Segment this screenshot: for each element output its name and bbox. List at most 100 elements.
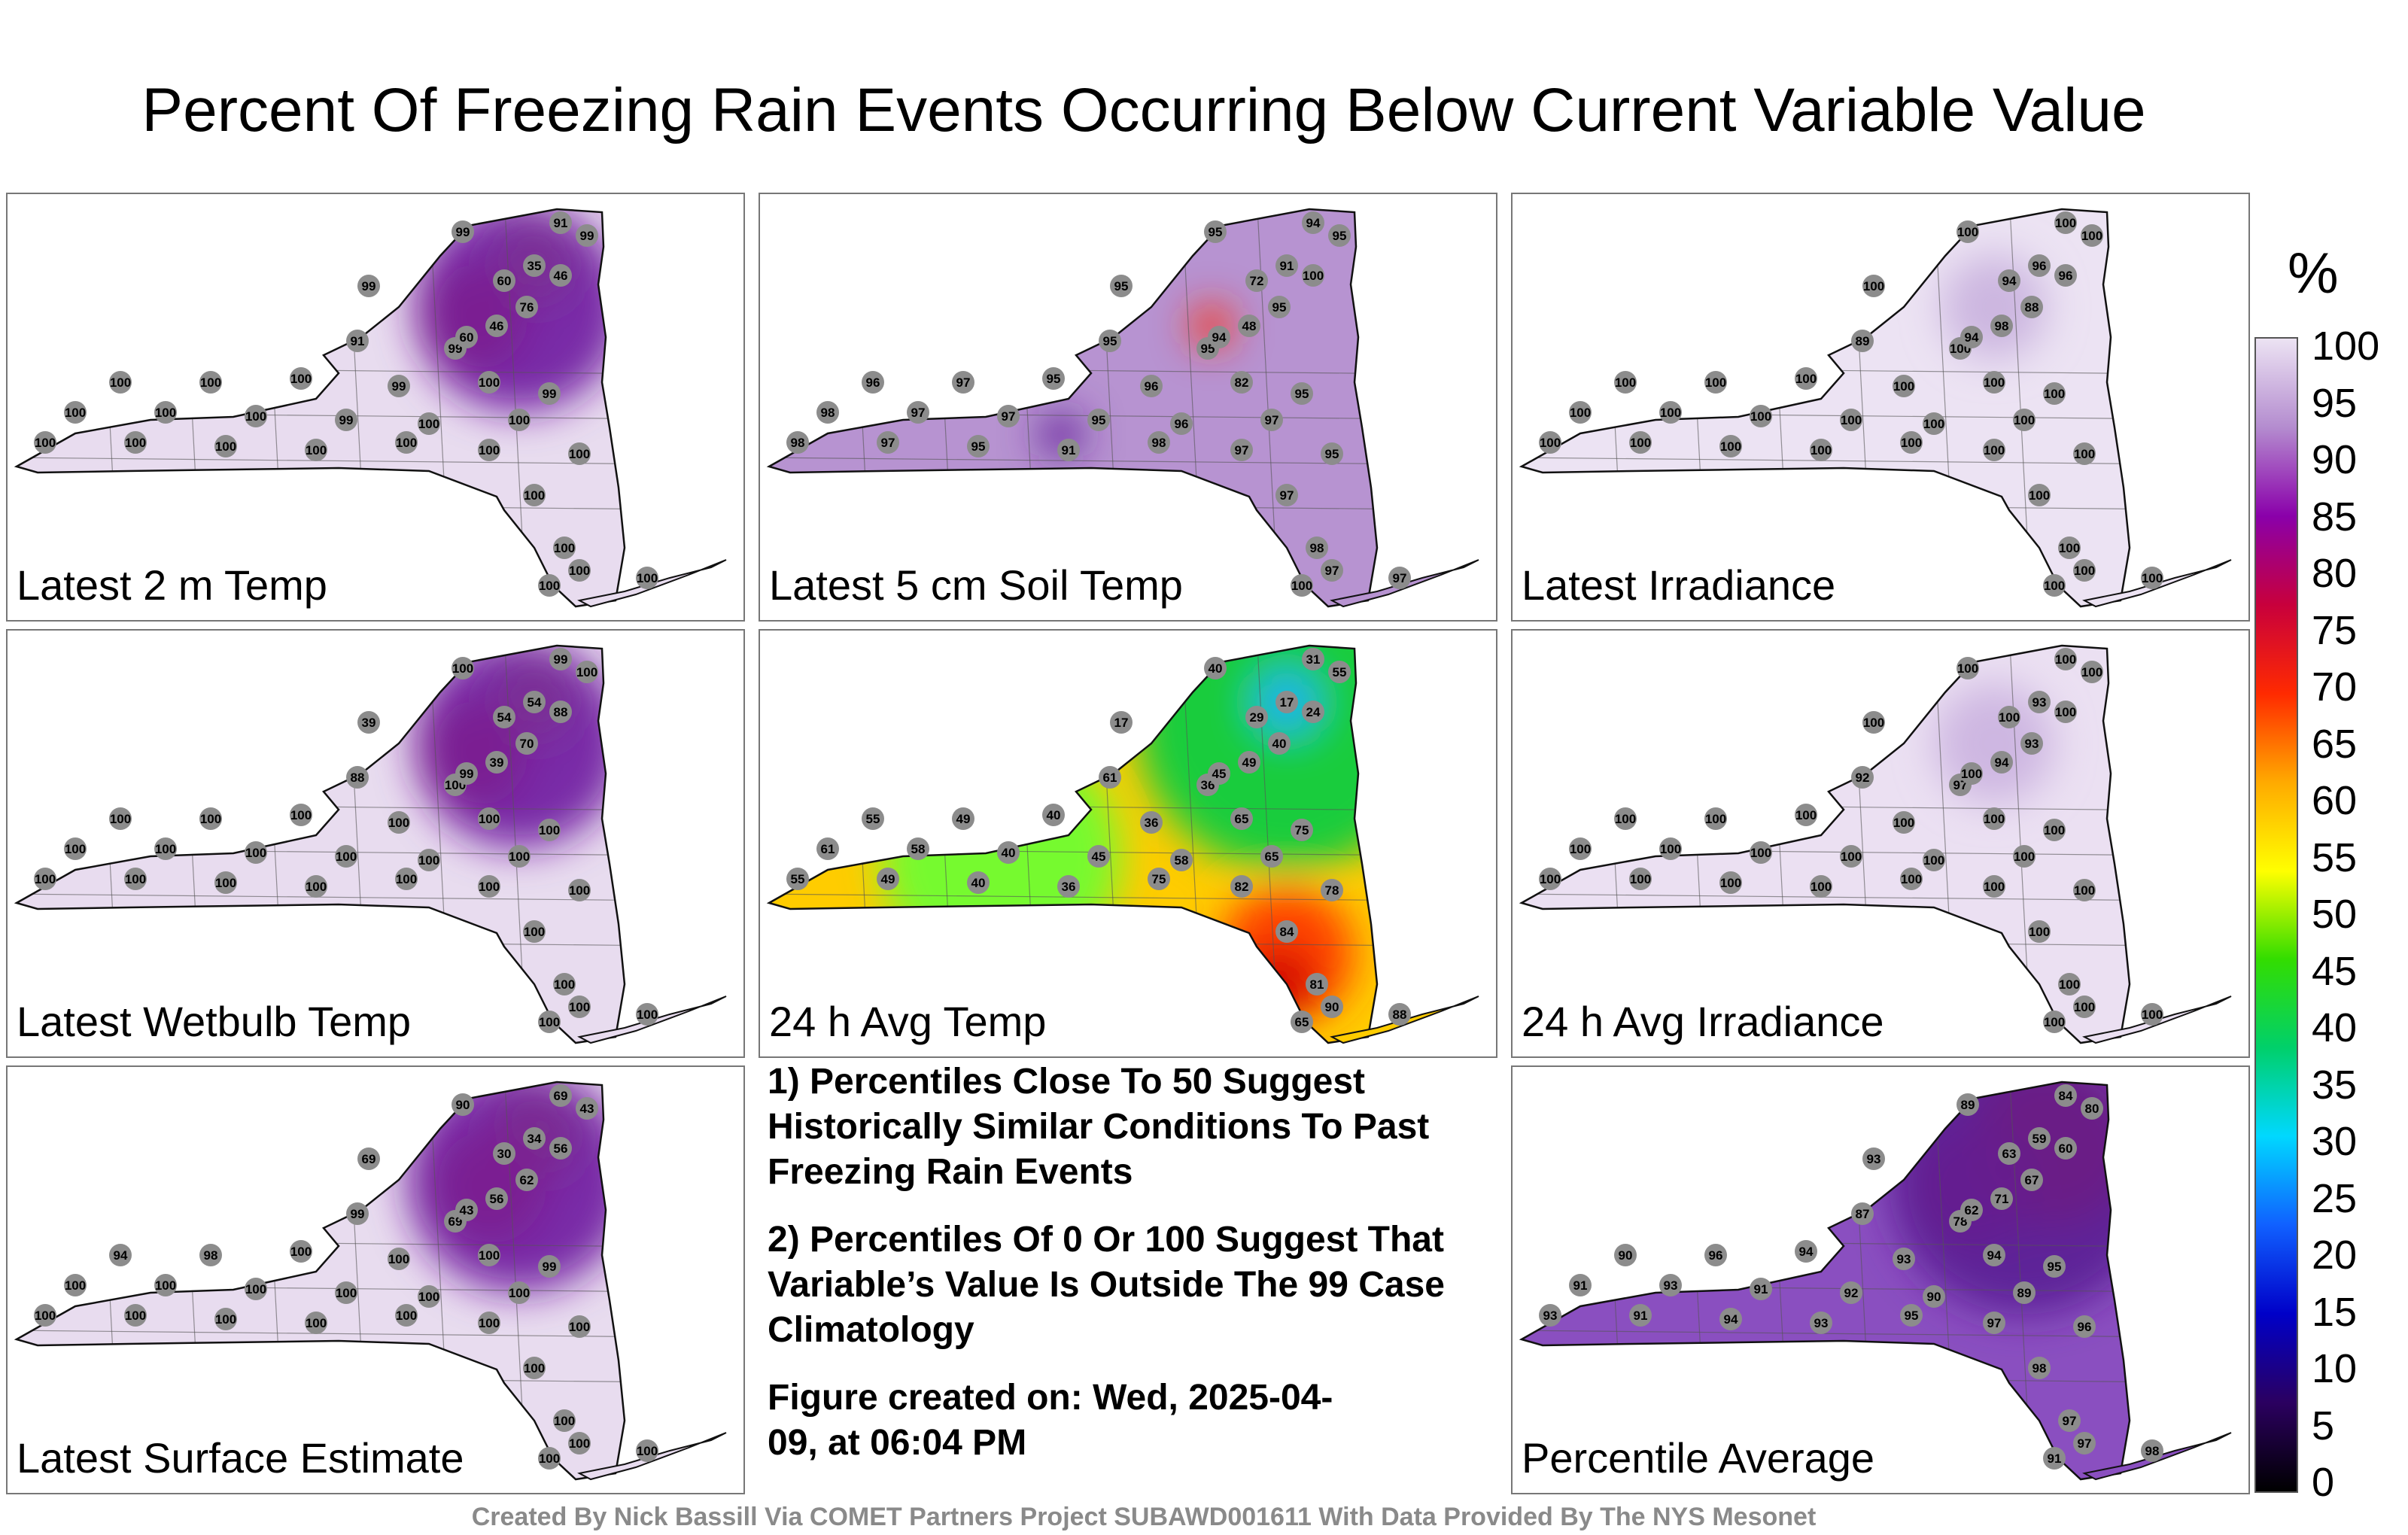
station-marker [952,807,974,830]
station-value: 100 [2074,1000,2095,1014]
station-marker [1956,1093,1979,1116]
station-value: 61 [821,842,835,856]
station-marker [1810,1312,1832,1334]
station-value: 29 [1250,710,1264,725]
station-value: 17 [1114,716,1129,730]
station-marker [1810,439,1832,461]
station-marker [952,371,974,394]
station-marker [1704,371,1727,394]
station-marker [2081,661,2103,683]
station-value: 99 [543,387,557,401]
station-marker [538,1447,561,1470]
station-marker [1230,807,1253,830]
station-value: 97 [1987,1316,2002,1330]
station-value: 100 [637,571,658,585]
station-value: 100 [1795,372,1817,386]
station-marker [576,661,598,683]
map-fill [769,209,1377,606]
map-panel: 90 69 43 69 34 56 30 62 56 69 43 99 94 98 100 100 100 99 1… [6,1065,745,1494]
station-marker [508,1281,531,1304]
station-marker [1328,661,1351,683]
figure-title: Percent Of Freezing Rain Events Occurrin… [141,76,2146,144]
station-value: 94 [1799,1245,1814,1259]
station-marker [1275,920,1298,943]
station-value: 93 [1897,1252,1911,1266]
station-marker [1659,401,1682,424]
station-marker [1569,837,1592,860]
station-value: 100 [524,925,545,939]
station-marker [1238,751,1260,774]
station-marker [305,875,327,898]
station-marker [2028,1357,2051,1379]
station-value: 95 [1209,225,1223,239]
station-value: 100 [637,1444,658,1458]
station-value: 90 [1325,1000,1339,1014]
station-marker [2028,920,2051,943]
station-marker [1998,1142,2020,1165]
station-marker [2141,567,2163,589]
station-marker [245,405,267,427]
station-marker [478,371,500,394]
station-value: 97 [911,406,926,420]
station-value: 100 [1984,443,2005,457]
colorbar-tick-label: 90 [2312,437,2358,482]
county-line [180,209,204,606]
station-value: 100 [524,1361,545,1375]
station-value: 63 [2002,1147,2017,1161]
panel-label: Percentile Average [1522,1434,1875,1482]
station-value: 100 [215,1312,236,1327]
station-marker [549,648,572,670]
station-marker [64,837,87,860]
station-marker [346,1202,369,1225]
station-value: 99 [554,652,568,667]
station-value: 54 [497,710,512,725]
station-marker [199,371,222,394]
station-marker [305,439,327,461]
panel-label: Latest Irradiance [1522,561,1836,609]
station-marker [154,401,177,424]
station-marker [1291,382,1313,405]
county-line [1602,209,1626,606]
station-value: 100 [539,1451,560,1466]
station-marker [1302,264,1324,287]
colorbar-tick-label: 55 [2312,834,2358,880]
station-marker [1704,807,1727,830]
station-marker [1750,841,1772,864]
station-value: 100 [1615,375,1636,390]
station-value: 90 [456,1098,470,1112]
station-marker [1719,1308,1742,1330]
station-value: 30 [497,1147,512,1161]
station-marker [2043,382,2066,405]
station-marker [485,1187,508,1210]
state-outline [1519,1081,2131,1481]
station-value: 69 [362,1152,376,1166]
station-value: 100 [245,409,266,424]
panel-label: Latest Surface Estimate [17,1434,464,1482]
station-marker [2043,1447,2066,1470]
station-value: 40 [1209,661,1223,676]
station-marker [214,435,237,457]
station-value: 100 [396,1309,417,1323]
station-value: 95 [1047,372,1061,386]
station-marker [1795,367,1817,390]
station-value: 95 [971,439,986,454]
station-value: 94 [1724,1312,1738,1327]
station-value: 94 [1306,216,1321,230]
station-marker [418,1285,440,1308]
station-marker [1208,326,1230,348]
station-marker [1539,431,1561,454]
station-marker [1087,409,1110,431]
station-marker [1893,1248,1915,1270]
county-line [769,502,1377,511]
station-marker [1795,1240,1817,1263]
station-value: 100 [155,1278,176,1293]
station-value: 97 [1235,443,1249,457]
station-value: 100 [65,406,86,420]
station-value: 93 [1814,1316,1829,1330]
station-marker [451,220,474,243]
station-marker [1956,657,1979,679]
station-marker [1328,224,1351,247]
station-value: 72 [1250,274,1264,288]
station-value: 99 [543,1260,557,1274]
